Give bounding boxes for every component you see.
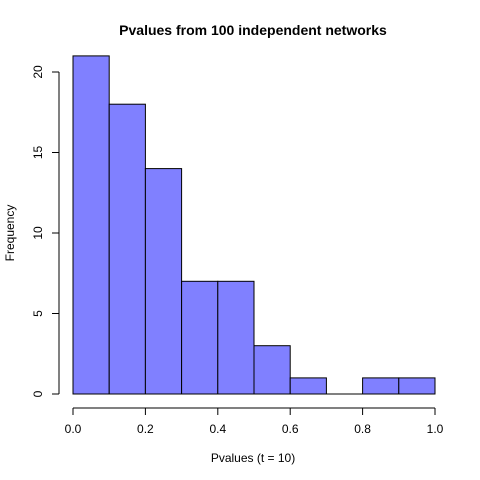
- bars-group: [72, 55, 436, 395]
- x-tick-label-0: 0.0: [65, 422, 82, 436]
- histogram-bar-0: [72, 55, 110, 395]
- x-axis: 0.0 0.2 0.4 0.6 0.8 1.0: [65, 407, 444, 436]
- y-tick-label-3: 15: [31, 146, 45, 160]
- histogram-bar-4: [217, 280, 255, 395]
- x-tick-label-4: 0.8: [354, 422, 371, 436]
- x-axis-label: Pvalues (t = 10): [211, 451, 295, 465]
- y-tick-label-2: 10: [31, 226, 45, 240]
- histogram-bar-2: [144, 168, 183, 395]
- x-tick-label-2: 0.4: [209, 422, 226, 436]
- histogram-bar-3: [181, 280, 219, 395]
- y-tick-label-4: 20: [31, 65, 45, 79]
- histogram-bar-8: [362, 377, 400, 395]
- chart-title: Pvalues from 100 independent networks: [119, 22, 387, 38]
- x-tick-label-1: 0.2: [137, 422, 154, 436]
- y-tick-label-0: 0: [31, 390, 45, 397]
- histogram-bar-5: [253, 345, 291, 395]
- y-axis: 0 5 10 15 20: [31, 65, 60, 397]
- x-tick-label-3: 0.6: [282, 422, 299, 436]
- histogram-bar-1: [108, 103, 146, 395]
- y-axis-label: Frequency: [3, 205, 17, 262]
- y-tick-label-1: 5: [31, 310, 45, 317]
- histogram-bar-6: [289, 377, 327, 395]
- histogram-bar-9: [398, 377, 436, 395]
- x-tick-label-5: 1.0: [427, 422, 444, 436]
